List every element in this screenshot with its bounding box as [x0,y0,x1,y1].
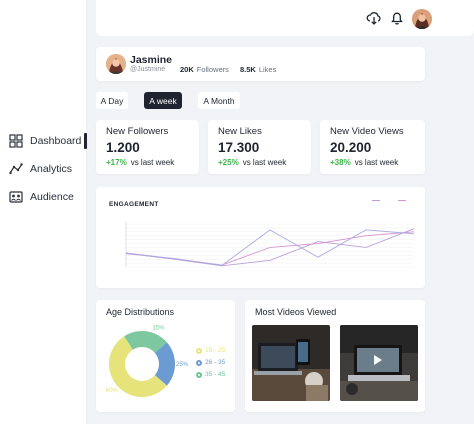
kpi-title: New Likes [218,126,262,137]
age-distribution-title: Age Distributions [106,307,175,317]
main-content: Jasmine @Justmine 20K Followers 8.5K Likes… [88,0,474,424]
sidebar: Dashboard Analytics Audience [0,0,88,424]
sidebar-item-analytics[interactable]: Analytics [9,162,72,176]
donut-label: 15% [153,326,166,332]
legend-dot-icon [196,347,202,354]
engagement-title: ENGAGEMENT [109,201,159,208]
range-week-button[interactable]: A week [144,92,182,109]
age-legend-item: 15 - 25 [196,347,225,354]
sidebar-item-label: Dashboard [30,135,82,147]
user-avatar-icon [106,54,126,74]
donut-slice [154,342,175,386]
engagement-chart [125,222,415,268]
range-day-button[interactable]: A Day [96,92,128,109]
likes-label: Likes [258,65,277,74]
legend-item [372,200,383,201]
kpi-change: +38% vs last week [330,158,398,167]
top-bar [96,0,474,36]
kpi-change-suffix: vs last week [354,158,399,167]
grid-icon [9,134,23,148]
kpi-value: 20.200 [330,140,372,155]
age-distribution-card: Age Distributions 15% 25% 60% 15 - 25 26 -… [96,300,235,412]
audience-icon [9,191,23,203]
kpi-change-percent: +25% [218,158,239,167]
kpi-change: +25% vs last week [218,158,286,167]
age-legend-label: 26 - 35 [205,359,226,366]
range-month-button[interactable]: A Month [198,92,240,109]
profile-handle: @Justmine [130,66,166,73]
legend-dot-icon [196,359,202,366]
sidebar-item-label: Audience [30,191,74,203]
profile-avatar[interactable] [106,54,126,74]
age-legend-item: 35 - 45 [196,371,225,378]
cloud-download-icon[interactable] [366,10,382,26]
kpi-card-likes: New Likes 17.300 +25% vs last week [208,120,311,174]
sidebar-item-label: Analytics [30,163,73,175]
kpi-change-percent: +38% [330,158,351,167]
user-avatar-icon [412,9,432,29]
avatar[interactable] [412,9,432,29]
video-thumbnail[interactable] [340,325,418,401]
followers-value: 20K [180,65,194,74]
sidebar-item-audience[interactable]: Audience [9,190,74,204]
donut-slice [142,331,167,353]
age-legend-item: 26 - 35 [196,359,225,366]
series-line [125,229,415,266]
donut-slice [109,336,167,397]
age-donut-chart: 15% 25% 60% [106,326,189,397]
legend-item [398,200,409,201]
kpi-value: 17.300 [218,140,260,155]
likes-stat: 8.5K Likes [240,65,276,74]
age-legend-label: 15 - 25 [205,347,226,354]
video-thumbnail-image [252,325,330,401]
sidebar-divider [86,0,88,424]
active-indicator [84,133,87,149]
profile-name: Jasmine [130,54,173,66]
videos-title: Most Videos Viewed [255,307,337,317]
kpi-change-suffix: vs last week [130,158,175,167]
engagement-card: ENGAGEMENT [96,187,425,288]
kpi-change-percent: +17% [106,158,127,167]
profile-card: Jasmine @Justmine 20K Followers 8.5K Likes [96,47,425,81]
kpi-value: 1.200 [106,140,140,155]
age-legend-label: 35 - 45 [205,371,226,378]
kpi-card-followers: New Followers 1.200 +17% vs last week [96,120,199,174]
bell-icon[interactable] [389,10,405,26]
kpi-card-views: New Video Views 20.200 +38% vs last week [320,120,425,174]
video-thumbnail[interactable] [252,325,330,401]
donut-label: 25% [176,362,189,368]
legend-dot-icon [196,371,202,378]
likes-value: 8.5K [240,65,256,74]
kpi-title: New Followers [106,126,169,137]
followers-stat: 20K Followers [180,65,229,74]
video-thumbnail-image [340,325,418,401]
followers-label: Followers [196,65,229,74]
trend-icon [9,163,23,175]
sidebar-item-dashboard[interactable]: Dashboard [9,134,81,148]
donut-slice [124,331,142,350]
donut-label: 60% [106,388,119,394]
kpi-title: New Video Views [330,126,404,137]
videos-card: Most Videos Viewed [245,300,425,412]
kpi-change-suffix: vs last week [242,158,287,167]
kpi-change: +17% vs last week [106,158,174,167]
